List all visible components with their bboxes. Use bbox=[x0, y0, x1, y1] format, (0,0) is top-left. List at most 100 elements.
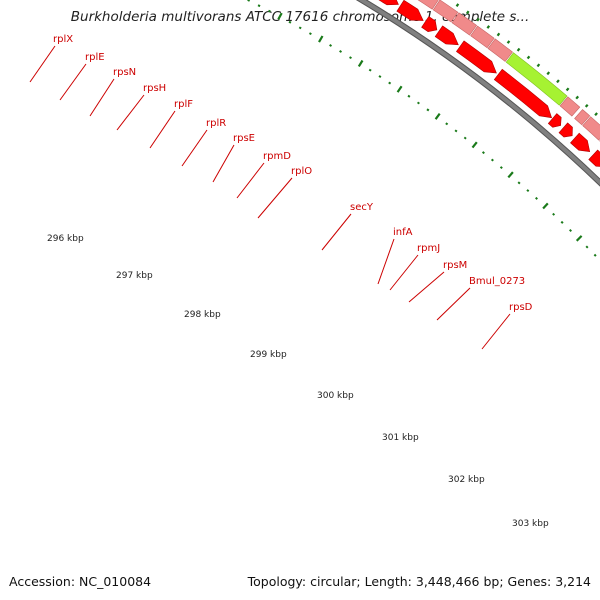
leader-line-10 bbox=[377, 238, 395, 285]
inner-tick bbox=[569, 229, 572, 232]
tick bbox=[536, 63, 541, 68]
inner-gene-10 bbox=[547, 113, 562, 128]
kbp-label-302: 302 kbp bbox=[448, 475, 485, 485]
outer-gene-b1 bbox=[574, 109, 591, 126]
leader-line-6 bbox=[212, 144, 235, 183]
gene-label-secY[interactable]: secY bbox=[350, 202, 374, 213]
kbp-label-297: 297 kbp bbox=[116, 271, 153, 281]
inner-tick bbox=[552, 212, 556, 216]
tick bbox=[556, 79, 560, 84]
inner-gene-7 bbox=[434, 25, 459, 46]
leader-line-1 bbox=[59, 63, 87, 101]
leader-line-14 bbox=[481, 313, 511, 350]
inner-tick bbox=[560, 220, 564, 224]
leader-line-4 bbox=[149, 110, 176, 149]
tick bbox=[575, 95, 580, 100]
backbone-shadow bbox=[355, 0, 600, 187]
gene-label-rpsN[interactable]: rpsN bbox=[113, 67, 136, 78]
gene-label-rplR[interactable]: rplR bbox=[206, 118, 226, 129]
gene-label-rpsH[interactable]: rpsH bbox=[143, 83, 166, 94]
outer-gene-11 bbox=[487, 38, 513, 62]
inner-tick bbox=[388, 81, 392, 85]
gene-label-rpsE[interactable]: rpsE bbox=[233, 133, 255, 144]
chromosome-backbone bbox=[355, 0, 600, 187]
inner-tick bbox=[339, 50, 343, 53]
inner-tick bbox=[526, 189, 530, 193]
inner-tick bbox=[454, 129, 458, 133]
tick bbox=[546, 71, 551, 76]
inner-tick bbox=[349, 56, 352, 60]
leader-line-11 bbox=[389, 254, 419, 291]
genome-summary-text: Topology: circular; Length: 3,448,466 bp… bbox=[247, 574, 591, 589]
tick bbox=[496, 32, 501, 37]
inner-tick bbox=[434, 112, 441, 120]
inner-gene-5 bbox=[396, 0, 424, 21]
gene-label-rpsD[interactable]: rpsD bbox=[509, 302, 533, 313]
leader-line-13 bbox=[436, 287, 471, 321]
leader-line-9 bbox=[321, 213, 352, 251]
inner-tick bbox=[247, 0, 251, 2]
gene-label-Bmul_0273[interactable]: Bmul_0273 bbox=[469, 276, 525, 287]
inner-tick bbox=[357, 59, 364, 67]
inner-gene-11 bbox=[558, 122, 573, 138]
tick bbox=[465, 10, 470, 15]
tick bbox=[565, 87, 570, 92]
kbp-label-300: 300 kbp bbox=[317, 391, 354, 401]
kbp-label-298: 298 kbp bbox=[184, 310, 221, 320]
gene-label-rplO[interactable]: rplO bbox=[291, 166, 312, 177]
leader-line-2 bbox=[89, 78, 115, 117]
tick bbox=[455, 3, 460, 8]
inner-gene-6 bbox=[421, 16, 438, 33]
inner-tick bbox=[407, 94, 411, 98]
inner-tick bbox=[585, 245, 589, 249]
tick bbox=[526, 55, 531, 60]
inner-tick bbox=[481, 151, 485, 155]
inner-gene-4 bbox=[378, 0, 399, 6]
inner-tick bbox=[298, 26, 302, 30]
inner-tick bbox=[257, 4, 261, 8]
leader-line-12 bbox=[408, 271, 445, 303]
outer-gene-9 bbox=[451, 12, 478, 36]
inner-tick bbox=[268, 9, 271, 13]
gene-label-rpmJ[interactable]: rpmJ bbox=[417, 243, 440, 254]
tick bbox=[486, 25, 491, 29]
inner-tick bbox=[288, 20, 292, 24]
inner-tick bbox=[329, 44, 333, 47]
gene-label-rpsM[interactable]: rpsM bbox=[443, 260, 467, 271]
inner-tick bbox=[490, 158, 494, 162]
leader-line-0 bbox=[29, 45, 56, 83]
kbp-label-296: 296 kbp bbox=[47, 234, 84, 244]
inner-gene-12 bbox=[570, 132, 591, 152]
inner-tick bbox=[368, 68, 372, 72]
gene-label-rplX[interactable]: rplX bbox=[53, 34, 73, 45]
inner-tick bbox=[378, 75, 382, 78]
tick bbox=[516, 47, 521, 52]
inner-tick bbox=[593, 253, 597, 257]
inner-tick bbox=[396, 85, 403, 93]
outer-gene-7 bbox=[417, 0, 439, 10]
gene-label-rpmD[interactable]: rpmD bbox=[263, 151, 291, 162]
outer-gene-track bbox=[417, 0, 600, 142]
leader-line-5 bbox=[181, 129, 208, 167]
kbp-label-303: 303 kbp bbox=[512, 519, 549, 529]
tick-track bbox=[247, 0, 598, 257]
inner-gene-8 bbox=[455, 40, 497, 74]
leader-line-8 bbox=[257, 177, 293, 219]
inner-tick bbox=[426, 108, 430, 112]
outer-gene-secY bbox=[505, 52, 568, 106]
gene-label-rplF[interactable]: rplF bbox=[174, 99, 193, 110]
inner-tick bbox=[507, 171, 514, 179]
tick bbox=[584, 103, 589, 108]
tick bbox=[506, 40, 511, 44]
inner-tick bbox=[416, 101, 420, 105]
gene-label-rplE[interactable]: rplE bbox=[85, 52, 105, 63]
inner-tick bbox=[535, 196, 538, 200]
outer-gene-8 bbox=[432, 0, 459, 23]
kbp-labels: 296 kbp 297 kbp 298 kbp 299 kbp 300 kbp … bbox=[47, 234, 549, 529]
leader-line-7 bbox=[236, 162, 265, 199]
kbp-label-299: 299 kbp bbox=[250, 350, 287, 360]
inner-tick bbox=[318, 35, 324, 43]
outer-gene-b0 bbox=[559, 96, 581, 117]
gene-label-infA[interactable]: infA bbox=[393, 227, 413, 238]
